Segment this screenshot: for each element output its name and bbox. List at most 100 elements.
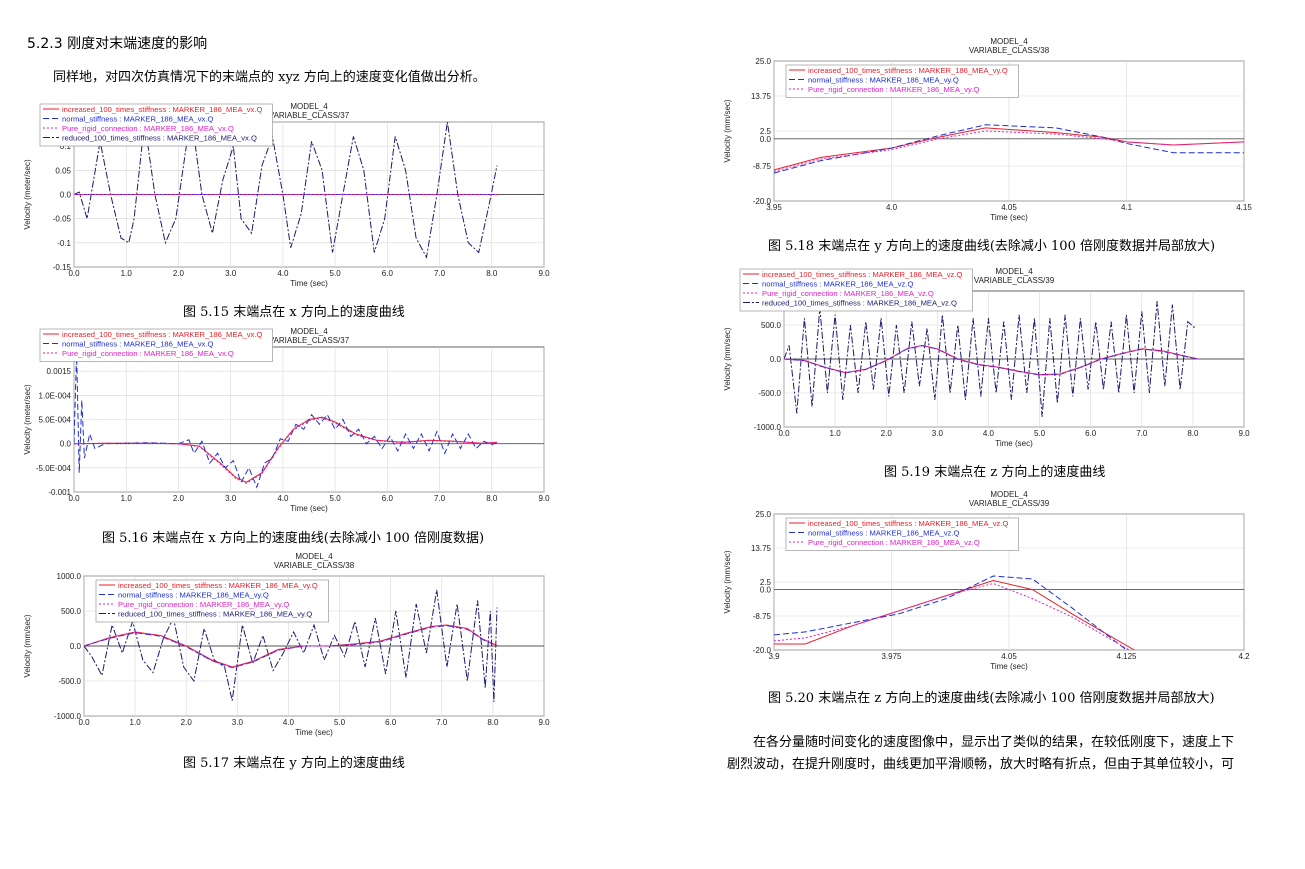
x-tick-label: 1.0 [830,429,842,438]
chart-title: MODEL_4 [995,267,1033,276]
y-axis-label: Velocity (mm/sec) [723,99,732,162]
chart-subtitle: VARIABLE_CLASS/37 [269,111,350,120]
y-tick-label: -20.0 [753,646,772,655]
y-tick-label: -500.0 [58,677,81,686]
body-paragraph-line-1: 在各分量随时间变化的速度图像中，显示出了类似的结果，在较低刚度下，速度上下 [753,735,1235,750]
x-tick-label: 6.0 [382,494,394,503]
x-tick-label: 7.0 [434,494,446,503]
legend-entry: normal_stiffness : MARKER_186_MEA_vy.Q [118,591,269,600]
legend-box [739,268,973,312]
x-tick-label: 4.0 [886,203,898,212]
series-line-pure [784,344,1199,376]
chart-subtitle: VARIABLE_CLASS/39 [969,499,1050,508]
series-line-pure [74,417,498,484]
x-axis-label: Time (sec) [295,728,333,737]
legend-entry: increased_100_times_stiffness : MARKER_1… [762,270,962,279]
x-tick-label: 6.0 [382,269,394,278]
y-tick-label: 25.0 [755,510,771,519]
x-tick-label: 5.0 [330,269,342,278]
legend: increased_100_times_stiffness : MARKER_1… [95,579,329,623]
caption-fig-5-20: 图 5.20 末端点在 z 方向上的速度曲线(去除减小 100 倍刚度数据并局部… [768,691,1215,706]
chart-title: MODEL_4 [290,327,328,336]
x-axis-label: Time (sec) [290,279,328,288]
legend-box [39,328,273,362]
x-tick-label: 4.15 [1236,203,1252,212]
y-axis-label: Velocity (mm/sec) [723,550,732,613]
x-axis-label: Time (sec) [990,213,1028,222]
x-tick-label: 6.0 [385,718,397,727]
x-tick-label: 2.0 [173,269,185,278]
y-tick-label: 2.5 [760,578,772,587]
y-tick-label: -1000.0 [754,423,782,432]
y-tick-label: 0.05 [55,166,71,175]
legend-box [785,64,1019,98]
x-axis-label: Time (sec) [290,504,328,513]
legend-entry: Pure_rigid_connection : MARKER_186_MEA_v… [62,349,234,358]
x-tick-label: 4.2 [1238,652,1250,661]
chart-subtitle: VARIABLE_CLASS/38 [274,561,355,570]
x-tick-label: 9.0 [1238,429,1250,438]
x-tick-label: 4.05 [1001,203,1017,212]
y-tick-label: 13.75 [751,92,772,101]
y-tick-label: 0.0 [760,135,772,144]
series-group [74,351,498,489]
section-heading: 5.2.3 刚度对末端速度的影响 [27,36,208,52]
legend-entry: increased_100_times_stiffness : MARKER_1… [118,581,318,590]
series-group [774,575,1135,650]
x-tick-label: 3.95 [766,203,782,212]
legend-entry: reduced_100_times_stiffness : MARKER_186… [762,299,957,308]
series-line-pure [774,130,1244,172]
x-tick-label: 8.0 [486,494,498,503]
x-tick-label: 4.05 [1001,652,1017,661]
x-tick-label: 5.0 [1034,429,1046,438]
legend-entry: normal_stiffness : MARKER_186_MEA_vy.Q [808,76,959,85]
x-tick-label: 0.0 [68,494,80,503]
y-tick-label: 500.0 [61,607,82,616]
x-tick-label: 2.0 [181,718,193,727]
y-tick-label: -0.1 [57,239,71,248]
y-tick-label: 1000.0 [57,572,82,581]
legend-box [39,103,273,147]
legend-entry: Pure_rigid_connection : MARKER_186_MEA_v… [808,538,980,547]
caption-fig-5-16: 图 5.16 末端点在 x 方向上的速度曲线(去除减小 100 倍刚度数据) [102,531,485,546]
x-tick-label: 7.0 [1136,429,1148,438]
series-line-reduced [74,122,498,259]
y-tick-label: -500.0 [758,389,781,398]
y-tick-label: 0.1 [60,142,72,151]
legend: increased_100_times_stiffness : MARKER_1… [39,103,273,147]
x-tick-label: 9.0 [538,269,550,278]
x-tick-label: 3.9 [768,652,780,661]
intro-paragraph: 同样地，对四次仿真情况下的末端点的 xyz 方向上的速度变化值做出分析。 [53,70,486,85]
chart-title: MODEL_4 [290,102,328,111]
y-tick-label: -0.05 [53,215,72,224]
x-tick-label: 3.0 [225,269,237,278]
x-tick-label: 3.0 [932,429,944,438]
x-tick-label: 0.0 [778,429,790,438]
x-tick-label: 8.0 [1187,429,1199,438]
legend-entry: reduced_100_times_stiffness : MARKER_186… [118,610,312,619]
y-tick-label: -0.001 [48,488,71,497]
legend-entry: Pure_rigid_connection : MARKER_186_MEA_v… [808,85,979,94]
y-tick-label: -8.75 [753,612,772,621]
legend: increased_100_times_stiffness : MARKER_1… [785,517,1019,551]
x-tick-label: 9.0 [538,718,550,727]
legend-entry: normal_stiffness : MARKER_186_MEA_vz.Q [762,280,913,289]
y-tick-label: -0.15 [53,263,72,272]
x-tick-label: 0.0 [78,718,90,727]
x-tick-label: 4.125 [1116,652,1137,661]
x-tick-label: 2.0 [173,494,185,503]
x-tick-label: 1.0 [130,718,142,727]
series-line-increased [774,579,1135,650]
caption-fig-5-17: 图 5.17 末端点在 y 方向上的速度曲线 [183,756,405,771]
series-line-reduced [84,589,498,703]
x-tick-label: 6.0 [1085,429,1097,438]
x-tick-label: 3.0 [225,494,237,503]
y-axis-label: Velocity (mm/sec) [23,614,32,677]
x-tick-label: 1.0 [121,494,133,503]
y-tick-label: 0.0 [770,355,782,364]
